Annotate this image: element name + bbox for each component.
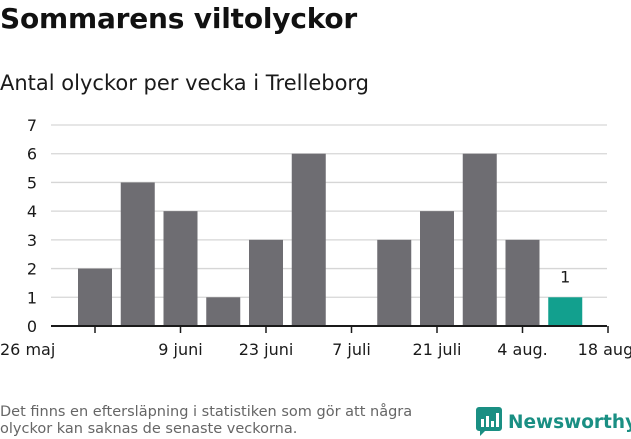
- y-tick-label: 2: [27, 260, 37, 279]
- footnote: Det finns en eftersläpning i statistiken…: [0, 404, 413, 437]
- bar: [462, 153, 497, 326]
- x-tick-label: 26 maj: [0, 340, 55, 359]
- newsworthy-logo[interactable]: Newsworthy: [476, 407, 631, 437]
- x-tick-label: 7 juli: [332, 340, 371, 359]
- y-tick-label: 3: [27, 231, 37, 250]
- highlight-bar: [548, 297, 583, 326]
- tick-labels: 0 1 2 3 4 5 6 7 1 26 maj 9 juni 23 juni 7 juli 21 jul…: [0, 116, 631, 359]
- bar: [291, 153, 326, 326]
- axes: [51, 325, 609, 333]
- x-tick-label: 18 aug.: [578, 340, 631, 359]
- bar: [505, 239, 540, 326]
- chart-title: Sommarens viltolyckor: [0, 2, 358, 35]
- bar-chart: 0 1 2 3 4 5 6 7 1 26 maj 9 juni 23 juni 7 juli 21 jul…: [0, 116, 631, 359]
- y-tick-label: 6: [27, 145, 37, 164]
- y-tick-label: 1: [27, 288, 37, 307]
- bars: [78, 153, 583, 326]
- x-tick-label: 4 aug.: [497, 340, 547, 359]
- y-tick-label: 5: [27, 173, 37, 192]
- bar: [420, 211, 454, 326]
- chart-subtitle: Antal olyckor per vecka i Trelleborg: [0, 71, 370, 95]
- bar: [78, 268, 112, 326]
- y-tick-label: 4: [27, 202, 37, 221]
- x-tick-label: 23 juni: [239, 340, 294, 359]
- x-tick-label: 9 juni: [158, 340, 202, 359]
- data-label: 1: [560, 267, 570, 286]
- bar: [249, 239, 283, 326]
- bar: [163, 211, 198, 326]
- brand-name: Newsworthy: [508, 411, 631, 433]
- bar: [120, 182, 155, 326]
- y-tick-label: 0: [27, 317, 37, 336]
- y-tick-label: 7: [27, 116, 37, 135]
- bar: [377, 239, 412, 326]
- bar: [206, 297, 241, 326]
- bar-chart-speech-bubble-icon: [476, 407, 502, 436]
- x-tick-label: 21 juli: [413, 340, 462, 359]
